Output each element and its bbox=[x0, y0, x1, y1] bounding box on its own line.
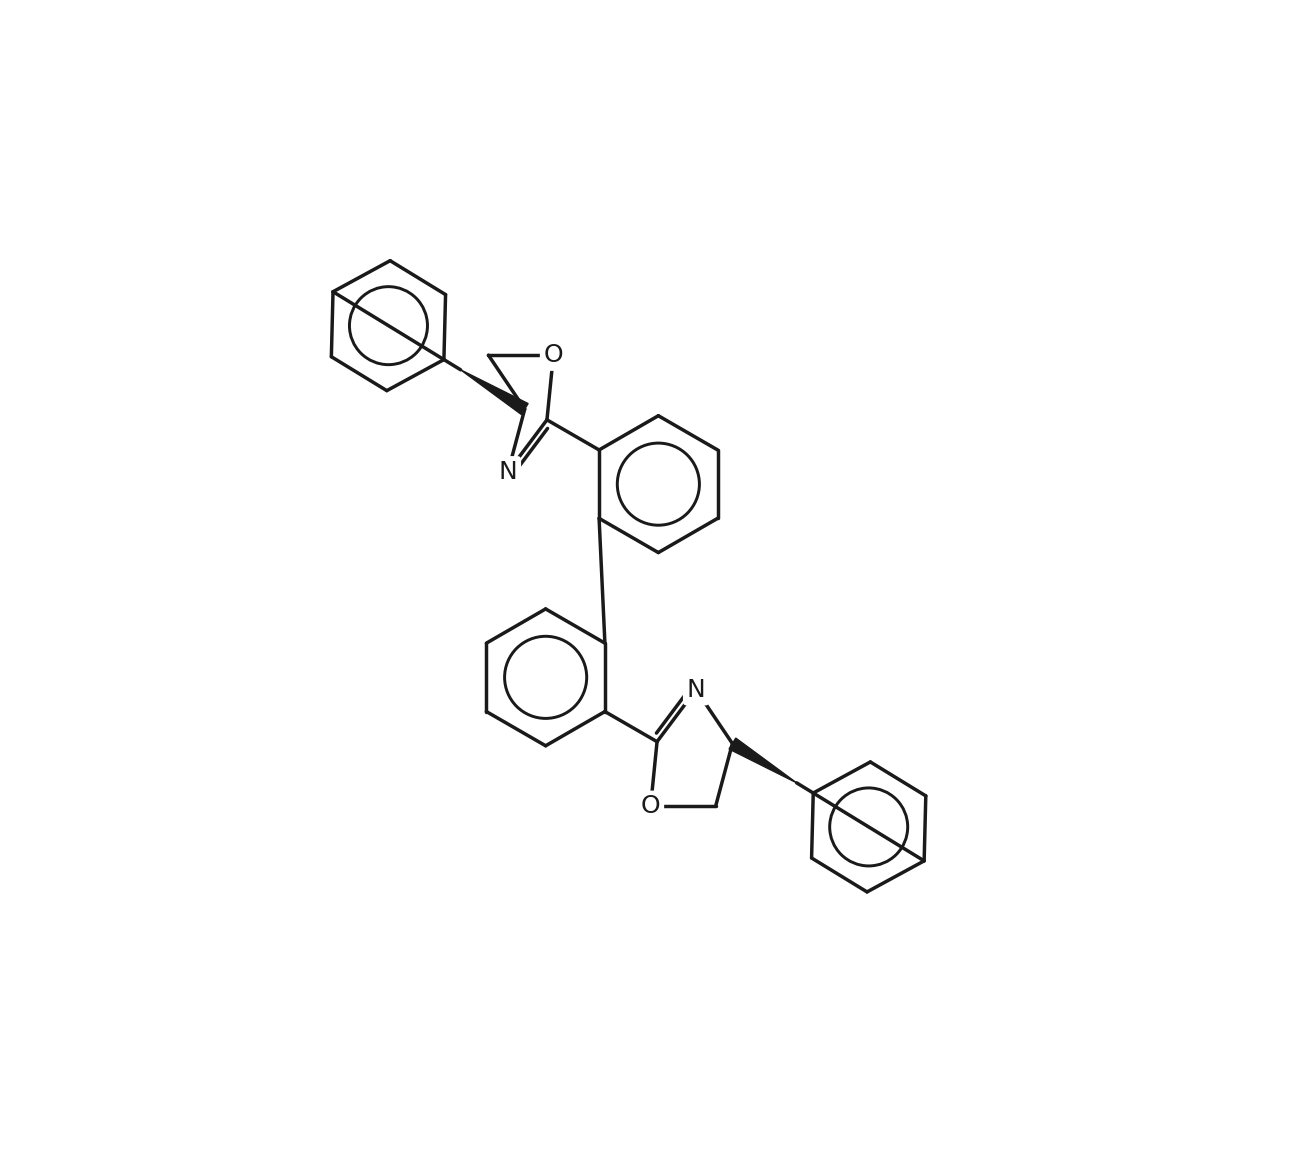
Text: O: O bbox=[641, 795, 661, 819]
Text: N: N bbox=[499, 460, 517, 484]
Polygon shape bbox=[729, 738, 796, 783]
Text: N: N bbox=[687, 677, 705, 701]
Text: O: O bbox=[544, 343, 563, 367]
Polygon shape bbox=[461, 370, 528, 414]
